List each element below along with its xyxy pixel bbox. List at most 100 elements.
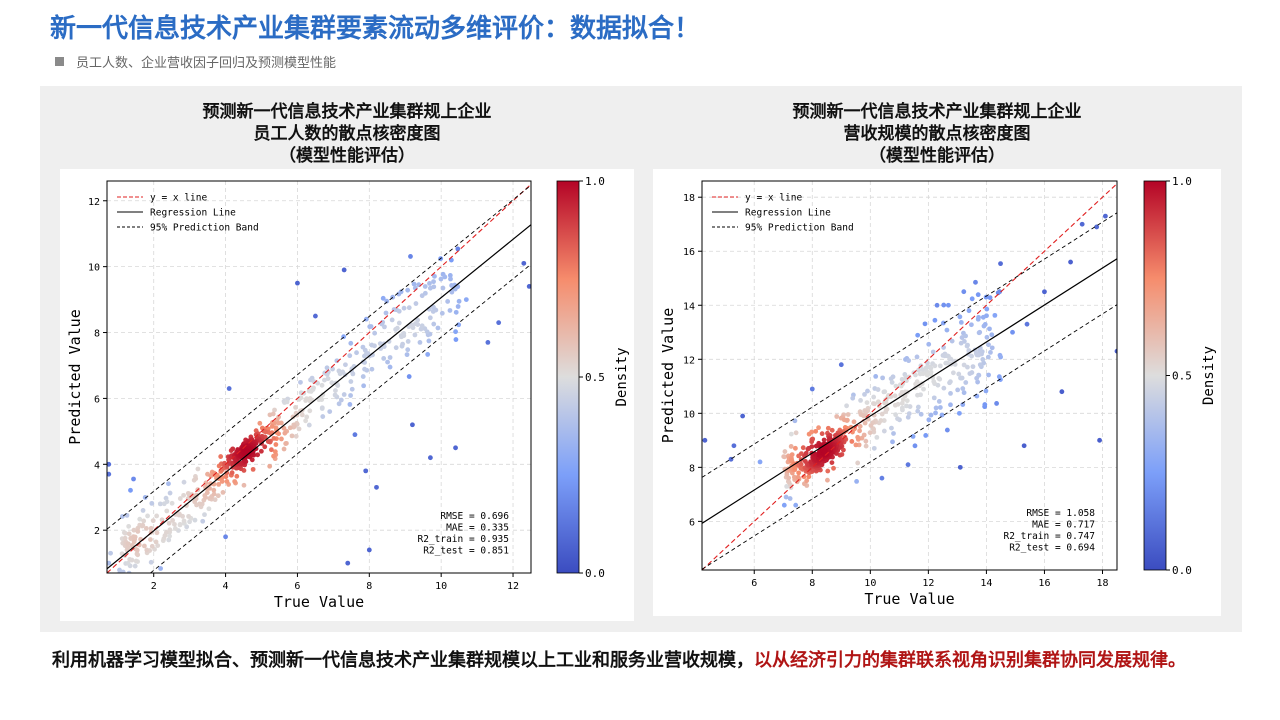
scatter-point (148, 559, 154, 565)
scatter-point (348, 393, 353, 398)
scatter-point (803, 450, 809, 456)
scatter-point (131, 539, 137, 545)
scatter-point (405, 347, 411, 353)
scatter-point (177, 521, 183, 527)
scatter-point (281, 425, 287, 431)
x-tick-label: 8 (809, 578, 815, 589)
page-title: 新一代信息技术产业集群要素流动多维评价：数据拟合！ (50, 14, 701, 44)
scatter-point (786, 475, 792, 481)
scatter-point (150, 518, 156, 524)
scatter-point (904, 378, 909, 384)
scatter-point (349, 386, 355, 392)
scatter-point (809, 439, 815, 445)
scatter-point (526, 284, 531, 289)
scatter-point (931, 395, 937, 401)
x-axis-label: True Value (864, 590, 954, 608)
legend-label: y = x line (150, 193, 207, 204)
scatter-point (154, 530, 160, 536)
colorbar (1143, 180, 1167, 571)
scatter-point (837, 452, 843, 458)
scatter-point (338, 397, 344, 403)
scatter-point (989, 332, 995, 338)
scatter-point (127, 557, 133, 562)
scatter-point (167, 527, 173, 533)
scatter-point (822, 448, 828, 454)
scatter-point (973, 279, 978, 285)
scatter-point (363, 468, 369, 474)
scatter-point (122, 530, 128, 536)
scatter-point (273, 442, 279, 447)
scatter-point (932, 363, 938, 369)
metric-label: R2_train = 0.747 (1003, 531, 1095, 542)
scatter-point (382, 324, 387, 330)
y-axis-label: Predicted Value (659, 308, 677, 443)
scatter-point (873, 374, 879, 379)
scatter-point (401, 305, 407, 311)
scatter-point (967, 371, 973, 377)
scatter-point (232, 479, 238, 484)
scatter-point (961, 362, 967, 368)
scatter-point (347, 402, 353, 407)
colorbar-tick-label: 0.5 (585, 371, 605, 384)
scatter-point (324, 365, 330, 371)
scatter-point (341, 392, 347, 397)
scatter-point (892, 402, 898, 408)
chart-2-title: 预测新一代信息技术产业集群规上企业 营收规模的散点核密度图 （模型性能评估） (653, 101, 1221, 167)
scatter-point (448, 276, 453, 282)
scatter-point (844, 403, 849, 409)
scatter-point (128, 487, 133, 493)
scatter-point (377, 341, 383, 346)
scatter-point (456, 298, 462, 304)
scatter-point (920, 371, 926, 377)
y-tick-label: 10 (683, 409, 695, 420)
chart-1-title-line: （模型性能评估） (279, 146, 415, 166)
scatter-point (933, 410, 938, 416)
scatter-point (131, 476, 136, 482)
metric-label: R2_test = 0.694 (1009, 543, 1095, 554)
scatter-point (889, 425, 894, 431)
scatter-point (427, 455, 433, 461)
x-tick-label: 4 (223, 581, 229, 592)
scatter-point (876, 403, 882, 409)
scatter-point (320, 414, 326, 419)
scatter-point (961, 390, 967, 396)
scatter-point (977, 362, 983, 368)
scatter-point (924, 372, 930, 378)
scatter-point (120, 569, 126, 573)
scatter-point (455, 246, 461, 252)
colorbar-label: Density (1201, 346, 1217, 405)
scatter-point (1097, 437, 1102, 443)
scatter-point (396, 320, 402, 326)
scatter-point (154, 513, 160, 519)
scatter-point (997, 352, 1003, 358)
page-subtitle: 员工人数、企业营收因子回归及预测模型性能 (55, 52, 336, 71)
scatter-point (347, 353, 353, 359)
scatter-point (910, 434, 916, 439)
scatter-point (1079, 221, 1085, 227)
scatter-point (789, 452, 795, 458)
scatter-point (211, 487, 217, 493)
scatter-point (829, 460, 835, 465)
scatter-point (186, 513, 191, 519)
scatter-point (234, 473, 240, 479)
scatter-point (244, 449, 250, 455)
scatter-point (131, 527, 137, 533)
scatter-point (813, 428, 819, 434)
scatter-point (890, 439, 895, 445)
y-tick-label: 8 (94, 329, 100, 340)
scatter-point (782, 454, 787, 460)
scatter-point (404, 352, 410, 358)
scatter-point (874, 434, 880, 440)
scatter-point (963, 380, 969, 385)
scatter-point (871, 445, 877, 451)
scatter-point (906, 411, 912, 417)
scatter-point (170, 518, 176, 523)
y-tick-label: 12 (88, 197, 100, 208)
scatter-point (955, 387, 961, 393)
scatter-point (204, 490, 210, 496)
scatter-point (223, 534, 228, 540)
scatter-point (426, 338, 432, 344)
scatter-point (455, 304, 461, 309)
scatter-point (969, 296, 975, 302)
y-tick-label: 12 (683, 355, 695, 366)
